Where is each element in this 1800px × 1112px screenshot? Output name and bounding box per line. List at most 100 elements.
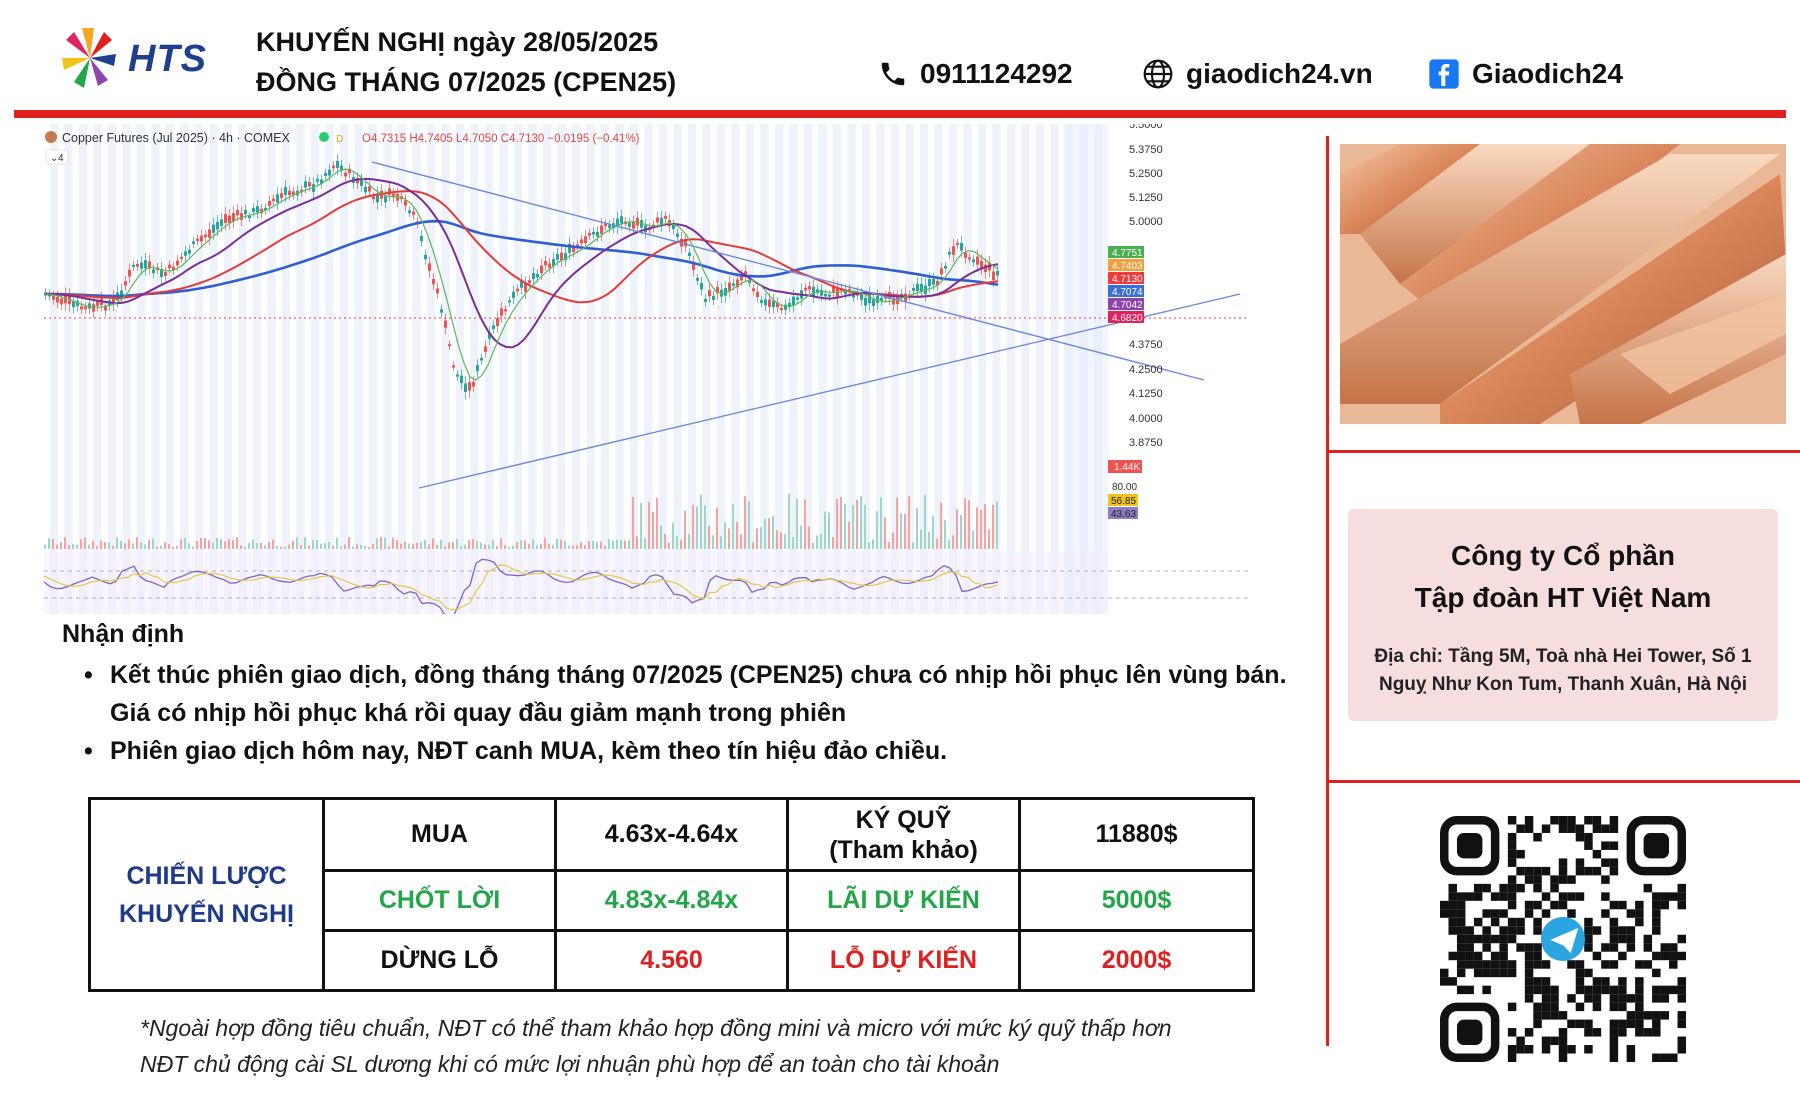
header-divider <box>14 110 1786 118</box>
rsi-tag <box>1108 494 1138 506</box>
rsi-signal-line <box>44 564 999 611</box>
price-tag-label: 4.6820 <box>1112 313 1143 324</box>
trendline-upper <box>371 161 1205 381</box>
copper-bars-image <box>1340 144 1786 424</box>
price-tag-label: 4.7130 <box>1112 274 1143 285</box>
ohlc-readout: O4.7315 H4.7405 L4.7050 C4.7130 −0.0195 … <box>362 133 640 145</box>
phone-icon <box>881 62 905 86</box>
volume-tag <box>1108 460 1142 473</box>
price-tick: 5.1250 <box>1129 192 1163 204</box>
title-line-2: ĐỒNG THÁNG 07/2025 (CPEN25) <box>256 67 677 97</box>
panel-divider <box>1326 136 1329 1046</box>
rsi-tag <box>1108 507 1138 519</box>
ma-line-purple <box>44 177 999 349</box>
strategy-lead: CHIẾN LƯỢC KHUYẾN NGHỊ <box>88 797 325 992</box>
volume-bars <box>44 493 998 549</box>
company-name: Công ty Cổ phần Tập đoàn HT Việt Nam <box>1348 535 1778 619</box>
trendline-lower <box>418 293 1241 489</box>
strategy-lead-line-1: CHIẾN LƯỢC <box>126 861 287 890</box>
margin-label-line-2: (Tham khảo) <box>829 835 978 864</box>
price-tick: 4.0000 <box>1129 413 1163 425</box>
analysis-heading: Nhận định <box>62 620 185 648</box>
header: HTS KHUYẾN NGHỊ ngày 28/05/2025 ĐỒNG THÁ… <box>0 0 1800 112</box>
title-line-1: KHUYẾN NGHỊ ngày 28/05/2025 <box>256 27 659 57</box>
strategy-lead-line-2: KHUYẾN NGHỊ <box>118 899 294 928</box>
panel-rule-2 <box>1326 780 1800 783</box>
price-tick: 3.8750 <box>1129 437 1163 449</box>
stop-loss-label: DỪNG LỖ <box>322 929 557 992</box>
price-tag-label: 4.7042 <box>1112 300 1143 311</box>
collapse-count: 4 <box>58 153 64 164</box>
expected-loss-amount: 2000$ <box>1018 929 1255 992</box>
price-tick: 5.5000 <box>1129 124 1163 131</box>
website-link: giaodich24.vn <box>1186 58 1373 89</box>
company-name-line-1: Công ty Cổ phần <box>1451 540 1675 571</box>
ma-line-green <box>44 168 999 381</box>
take-profit-label: CHỐT LỜI <box>322 869 557 932</box>
facebook-contact[interactable]: Giaodich24 <box>1428 58 1623 90</box>
buy-range: 4.63x-4.64x <box>554 797 789 872</box>
price-axis: 5.5000 5.3750 5.2500 5.1250 5.0000 4.3750 4.25… <box>1108 124 1163 520</box>
price-tick: 4.1250 <box>1129 388 1163 400</box>
brand-name: HTS <box>128 38 207 80</box>
rsi-tag-label: 43.63 <box>1111 509 1136 520</box>
telegram-qr-code[interactable] <box>1440 816 1686 1062</box>
svg-text:D: D <box>336 134 343 145</box>
margin-label-line-1: KÝ QUỸ <box>855 805 952 834</box>
phone-number: 0911124292 <box>920 58 1073 89</box>
analysis-item: Phiên giao dịch hôm nay, NĐT canh MUA, k… <box>82 732 1322 770</box>
market-status-icon <box>319 132 329 142</box>
ma-line-blue <box>44 219 999 298</box>
company-address: Địa chỉ: Tầng 5M, Toà nhà Hei Tower, Số … <box>1348 643 1778 699</box>
analysis-item: Kết thúc phiên giao dịch, đồng tháng thá… <box>82 656 1322 732</box>
take-profit-range: 4.83x-4.84x <box>554 869 789 932</box>
price-tag-label: 4.7074 <box>1112 287 1143 298</box>
price-tick: 5.0000 <box>1129 216 1163 228</box>
footnote-line-1: *Ngoài hợp đồng tiêu chuẩn, NĐT có thể t… <box>140 1015 1172 1041</box>
facebook-page: Giaodich24 <box>1472 58 1623 89</box>
strategy-table: CHIẾN LƯỢC KHUYẾN NGHỊ MUA 4.63x-4.64x K… <box>88 797 1255 992</box>
rsi-panel <box>44 552 1108 614</box>
highlight-zone <box>1064 124 1108 614</box>
company-address-line-2: Nguỵ Như Kon Tum, Thanh Xuân, Hà Nội <box>1378 674 1748 695</box>
price-tag <box>1108 259 1144 271</box>
footnote: *Ngoài hợp đồng tiêu chuẩn, NĐT có thể t… <box>140 1010 1172 1082</box>
rsi-line <box>44 558 999 614</box>
phone-contact[interactable]: 0911124292 <box>878 58 1073 90</box>
globe-icon <box>1143 59 1173 89</box>
company-address-line-1: Địa chỉ: Tầng 5M, Toà nhà Hei Tower, Số … <box>1374 646 1752 667</box>
analysis-list: Kết thúc phiên giao dịch, đồng tháng thá… <box>82 656 1322 770</box>
symbol-label: Copper Futures (Jul 2025) · 4h · COMEX <box>62 131 291 145</box>
price-tag <box>1108 285 1144 297</box>
margin-label: KÝ QUỸ (Tham khảo) <box>786 797 1021 872</box>
facebook-icon <box>1429 59 1459 89</box>
price-tag-label: 4.7751 <box>1112 248 1143 259</box>
page-title: KHUYẾN NGHỊ ngày 28/05/2025 ĐỒNG THÁNG 0… <box>256 22 676 102</box>
website-contact[interactable]: giaodich24.vn <box>1142 58 1373 90</box>
company-card: Công ty Cổ phần Tập đoàn HT Việt Nam Địa… <box>1348 509 1778 721</box>
price-tag <box>1108 272 1144 284</box>
hts-logo-icon <box>62 28 116 88</box>
price-tick: 4.2500 <box>1129 364 1163 376</box>
price-tag-label: 4.7403 <box>1112 261 1143 272</box>
price-tick: 5.3750 <box>1129 144 1163 156</box>
price-tag <box>1108 298 1144 310</box>
stop-loss-price: 4.560 <box>554 929 789 992</box>
rsi-tag-label: 56.85 <box>1111 496 1136 507</box>
copper-symbol-icon <box>45 131 57 143</box>
expected-profit-amount: 5000$ <box>1018 869 1255 932</box>
ma-line-red <box>44 190 999 304</box>
footnote-line-2: NĐT chủ động cài SL dương khi có mức lợi… <box>140 1051 1000 1077</box>
panel-rule-1 <box>1326 450 1800 453</box>
price-chart: Copper Futures (Jul 2025) · 4h · COMEX D… <box>44 124 1314 614</box>
margin-amount: 11880$ <box>1018 797 1255 872</box>
company-name-line-2: Tập đoàn HT Việt Nam <box>1414 582 1712 613</box>
rsi-tick: 80.00 <box>1112 482 1137 493</box>
price-tag <box>1108 311 1144 323</box>
expected-loss-label: LỖ DỰ KIẾN <box>786 929 1021 992</box>
expected-profit-label: LÃI DỰ KIẾN <box>786 869 1021 932</box>
volume-tag-label: 1.44K <box>1114 462 1140 473</box>
price-tick: 4.3750 <box>1129 339 1163 351</box>
buy-label: MUA <box>322 797 557 872</box>
price-tag <box>1108 246 1144 258</box>
